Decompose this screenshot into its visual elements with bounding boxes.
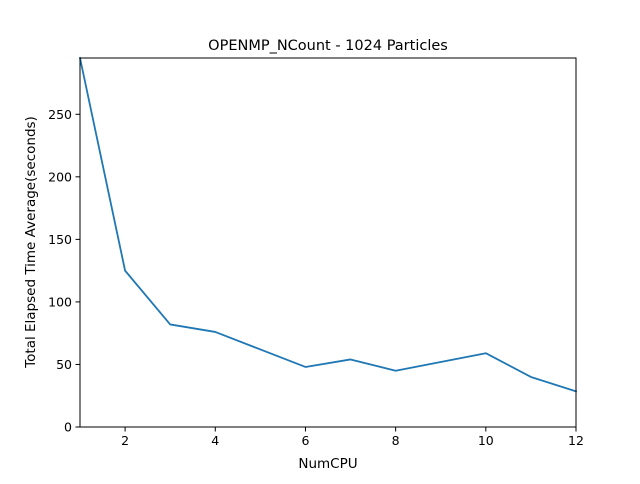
series-layer bbox=[78, 56, 578, 393]
y-tick-label: 250 bbox=[48, 107, 72, 122]
y-tick-label: 50 bbox=[56, 357, 72, 372]
chart-title: OPENMP_NCount - 1024 Particles bbox=[208, 38, 448, 54]
x-tick-label: 10 bbox=[478, 433, 494, 448]
y-tick-label: 100 bbox=[48, 294, 72, 309]
plot-frame bbox=[79, 57, 577, 428]
x-axis-label: NumCPU bbox=[298, 456, 357, 472]
x-tick-label: 8 bbox=[392, 433, 400, 448]
y-tick-label: 0 bbox=[64, 420, 72, 435]
y-tick-label: 200 bbox=[48, 169, 72, 184]
series-line-0 bbox=[78, 56, 578, 393]
x-tick-label: 12 bbox=[568, 433, 584, 448]
x-tick-label: 4 bbox=[211, 433, 219, 448]
x-tick-label: 6 bbox=[301, 433, 309, 448]
tick-layer: 2 4 6 8 10 12 0 50 100 150 200 250 bbox=[48, 107, 584, 448]
y-tick-label: 150 bbox=[48, 232, 72, 247]
x-tick-label: 2 bbox=[121, 433, 129, 448]
y-axis-label: Total Elapsed Time Average(seconds) bbox=[23, 116, 39, 369]
